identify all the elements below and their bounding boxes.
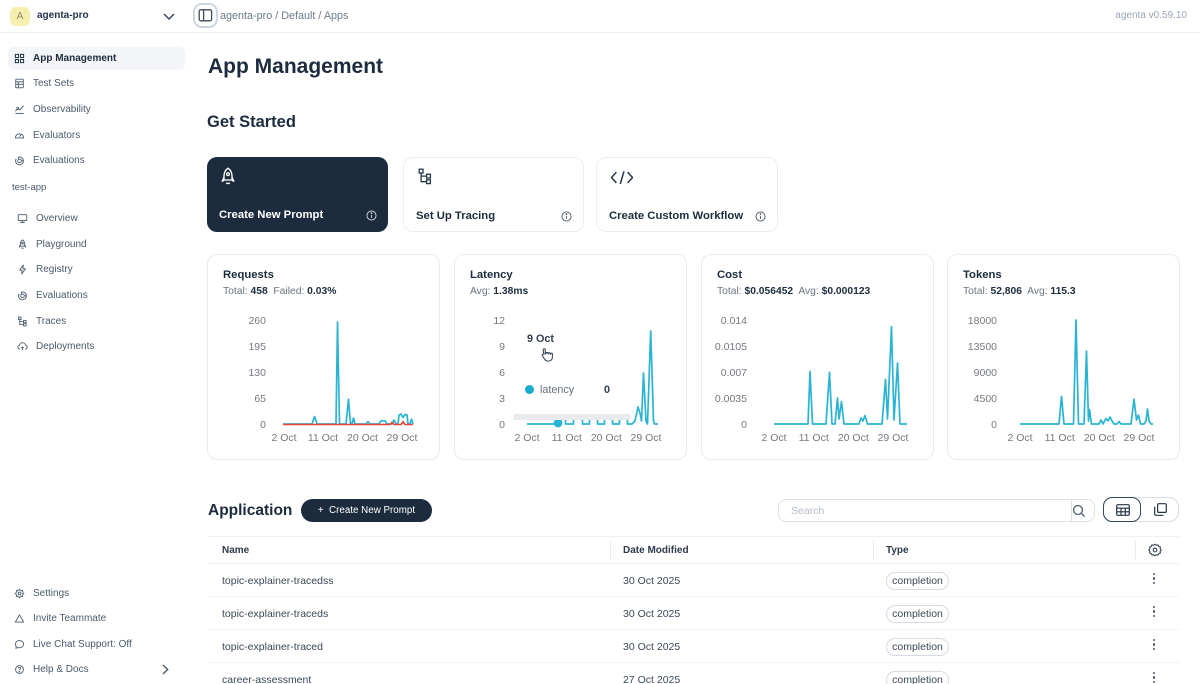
svg-text:260: 260 xyxy=(248,315,266,327)
svg-text:3: 3 xyxy=(499,393,505,405)
svg-text:29 Oct: 29 Oct xyxy=(1124,432,1155,444)
svg-text:0.007: 0.007 xyxy=(721,367,747,379)
svg-text:0.014: 0.014 xyxy=(721,315,747,327)
svg-text:18000: 18000 xyxy=(968,315,997,327)
svg-text:0.0035: 0.0035 xyxy=(715,393,747,405)
svg-text:2 Oct: 2 Oct xyxy=(761,432,786,444)
svg-text:130: 130 xyxy=(248,367,266,379)
svg-text:0: 0 xyxy=(499,419,505,431)
svg-text:20 Oct: 20 Oct xyxy=(1084,432,1115,444)
svg-text:65: 65 xyxy=(254,393,266,405)
svg-text:9000: 9000 xyxy=(974,367,998,379)
svg-text:11 Oct: 11 Oct xyxy=(552,432,582,444)
svg-text:6: 6 xyxy=(499,367,505,379)
svg-text:4500: 4500 xyxy=(974,393,998,405)
svg-text:2 Oct: 2 Oct xyxy=(1007,432,1032,444)
svg-text:0: 0 xyxy=(741,419,747,431)
svg-text:0: 0 xyxy=(260,419,266,431)
svg-text:2 Oct: 2 Oct xyxy=(271,432,296,444)
svg-text:29 Oct: 29 Oct xyxy=(878,432,909,444)
svg-text:195: 195 xyxy=(248,341,266,353)
svg-text:11 Oct: 11 Oct xyxy=(308,432,338,444)
svg-text:0.0105: 0.0105 xyxy=(715,341,747,353)
svg-text:29 Oct: 29 Oct xyxy=(631,432,662,444)
svg-text:20 Oct: 20 Oct xyxy=(591,432,622,444)
svg-text:20 Oct: 20 Oct xyxy=(838,432,869,444)
svg-text:13500: 13500 xyxy=(968,341,997,353)
svg-text:11 Oct: 11 Oct xyxy=(799,432,829,444)
svg-text:11 Oct: 11 Oct xyxy=(1045,432,1075,444)
svg-text:9: 9 xyxy=(499,341,505,353)
svg-text:2 Oct: 2 Oct xyxy=(514,432,539,444)
svg-text:20 Oct: 20 Oct xyxy=(347,432,378,444)
svg-text:12: 12 xyxy=(493,315,505,327)
svg-text:29 Oct: 29 Oct xyxy=(387,432,418,444)
svg-text:0: 0 xyxy=(991,419,997,431)
